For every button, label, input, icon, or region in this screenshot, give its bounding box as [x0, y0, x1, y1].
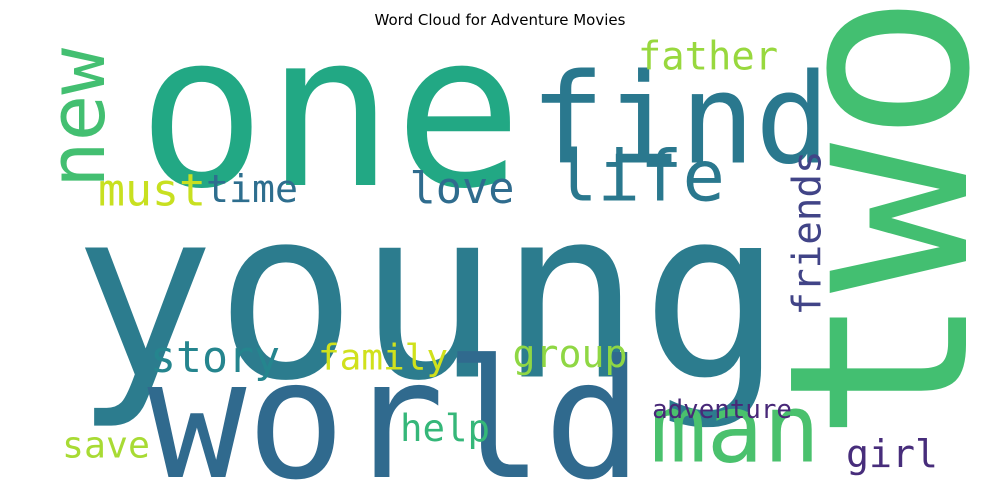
- word-world: world: [147, 324, 642, 500]
- word-adventure: adventure: [652, 395, 792, 425]
- word-find: find: [530, 48, 830, 193]
- word-life: life: [555, 135, 725, 218]
- word-save: save: [62, 424, 150, 467]
- word-time: time: [206, 168, 298, 212]
- word-help: help: [400, 406, 490, 450]
- word-family: family: [318, 338, 448, 379]
- word-group: group: [513, 333, 628, 377]
- word-man: man: [650, 376, 820, 485]
- word-new: new: [33, 48, 123, 188]
- word-friends: friends: [786, 150, 831, 315]
- word-father: father: [638, 35, 778, 80]
- chart-title: Word Cloud for Adventure Movies: [374, 11, 626, 29]
- word-two: two: [735, 0, 1000, 443]
- word-story: story: [150, 333, 280, 383]
- word-girl: girl: [846, 433, 938, 477]
- word-one: one: [137, 0, 522, 236]
- word-must: must: [98, 164, 206, 217]
- word-young: young: [73, 158, 783, 433]
- word-love: love: [410, 164, 515, 214]
